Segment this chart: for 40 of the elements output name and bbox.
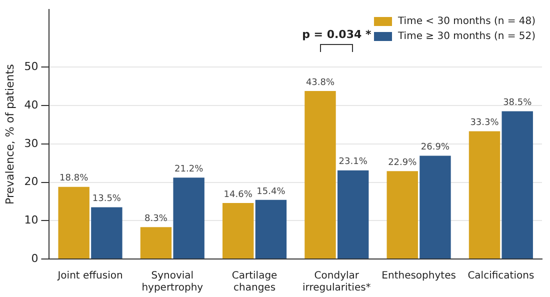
y-tick-label: 30 [24, 136, 38, 150]
data-label: 43.8% [306, 78, 335, 88]
bar [304, 90, 336, 258]
data-label: 15.4% [256, 186, 286, 197]
bar [222, 202, 254, 258]
y-tick-label: 40 [24, 98, 38, 112]
data-label: 21.2% [174, 164, 204, 174]
y-axis-title: Prevalence, % of patients [3, 64, 16, 204]
data-label: 18.8% [60, 174, 89, 184]
bar [420, 156, 451, 258]
y-tick-label: 10 [24, 213, 38, 226]
legend-label: Time < 30 months (n = 48) [398, 14, 536, 29]
data-label: 13.5% [92, 194, 122, 204]
x-tick-label: Synovial hypertrophy [142, 270, 204, 294]
y-tick-label: 0 [31, 252, 38, 265]
legend-label: Time ≥ 30 months (n = 52) [398, 30, 536, 44]
bar [140, 227, 172, 258]
data-label: 38.5% [503, 98, 532, 108]
x-tick-label: Cartilage changes [232, 270, 278, 294]
x-tick-label: Calcifications [468, 270, 534, 282]
bar [386, 171, 418, 258]
data-label: 26.9% [420, 142, 450, 153]
bar [58, 186, 90, 258]
x-tick-label: Condylar irregularities* [302, 270, 371, 294]
data-label: 22.9% [388, 158, 418, 168]
x-tick-label: Enthesophytes [382, 270, 456, 282]
bar [255, 200, 287, 258]
y-tick-label: 20 [24, 175, 38, 188]
y-tick-label: 50 [24, 60, 38, 74]
x-tick-label: Joint effusion [56, 270, 123, 282]
bar [91, 207, 122, 258]
bar [468, 131, 500, 258]
annotation: p = 0.034 * [302, 28, 372, 41]
data-label: 33.3% [470, 118, 500, 128]
bar [502, 111, 533, 258]
bar [337, 170, 369, 258]
bar [173, 178, 204, 258]
data-label: 23.1% [338, 157, 368, 168]
data-label: 8.3% [144, 214, 168, 224]
data-label: 14.6% [224, 190, 253, 200]
